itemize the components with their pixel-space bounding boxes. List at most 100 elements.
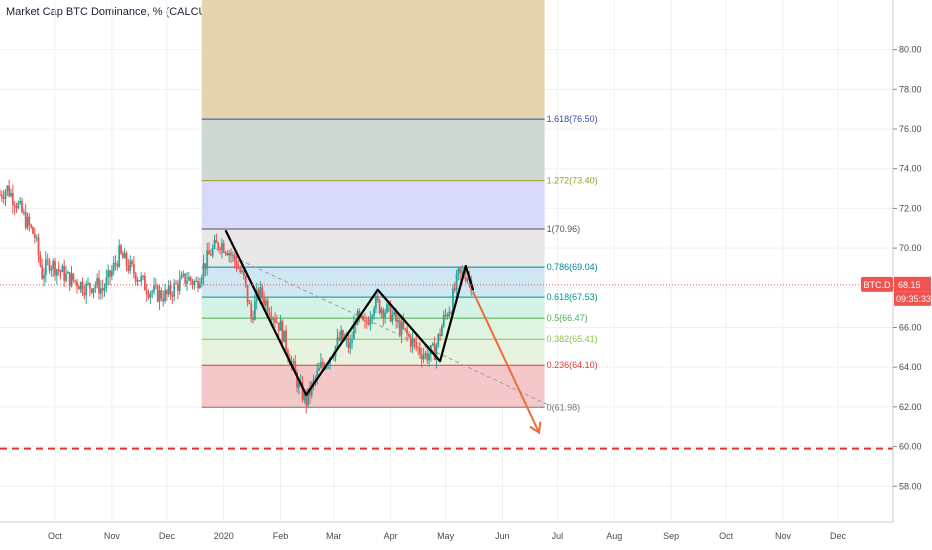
candle-body: [189, 277, 192, 281]
fib-band: [201, 297, 545, 319]
fib-band: [201, 119, 545, 181]
candle-body: [228, 252, 231, 256]
candle-body: [219, 248, 221, 251]
candle-body: [386, 304, 388, 313]
projection-arrow[interactable]: [472, 291, 542, 435]
candle-body: [411, 338, 414, 347]
candle-body: [193, 281, 196, 285]
candle-body: [452, 288, 454, 313]
x-tick-label: Aug: [606, 531, 622, 541]
candle-body: [270, 314, 273, 320]
candle-body: [444, 314, 447, 316]
candle-body: [162, 298, 165, 302]
candle-body: [220, 243, 223, 251]
candle-body: [37, 237, 40, 256]
candle-body: [88, 283, 91, 289]
candle-body: [105, 277, 108, 288]
fib-level-label: 0.236(64.10): [547, 360, 598, 370]
candle-body: [169, 285, 172, 295]
trend-line[interactable]: [214, 247, 549, 406]
candle-body: [248, 302, 251, 305]
candle-body: [167, 285, 170, 295]
candle-body: [127, 265, 130, 271]
candle-body: [112, 262, 115, 271]
candle-body: [70, 273, 73, 287]
candle-body: [235, 261, 238, 269]
candle-body: [358, 310, 361, 317]
candle-body: [233, 254, 236, 262]
candle-body: [99, 288, 102, 294]
candle-body: [439, 334, 441, 337]
candle-body: [132, 264, 135, 274]
x-tick-label: 2020: [214, 531, 234, 541]
fibonacci-retracement[interactable]: 0(61.98) 0.236(64.10) 0.382(65.41) 0.5(66.4…: [201, 0, 598, 412]
candle-body: [140, 276, 143, 282]
y-tick-label: 76.00: [899, 124, 922, 134]
candle-body: [92, 288, 95, 293]
candle-body: [354, 323, 357, 325]
candle-body: [364, 320, 366, 322]
candle-body: [319, 362, 322, 368]
candle-body: [59, 270, 62, 273]
candle-body: [85, 283, 88, 296]
fib-band: [201, 229, 545, 268]
candle-body: [448, 311, 451, 317]
candle-body: [389, 303, 392, 322]
candle-body: [17, 202, 20, 209]
candle-body: [0, 194, 3, 198]
candle-body: [4, 191, 7, 200]
candles: [0, 179, 474, 414]
candle-body: [472, 289, 474, 291]
candle-body: [114, 262, 117, 264]
candle-body: [158, 290, 161, 302]
candle-body: [376, 296, 379, 300]
candle-body: [417, 347, 419, 349]
fib-level-label: 0.5(66.47): [547, 313, 588, 323]
candle-body: [349, 342, 352, 348]
candle-body: [6, 185, 9, 192]
candle-body: [332, 356, 335, 359]
countdown-value: 09:35:33: [896, 294, 931, 304]
y-tick-label: 78.00: [899, 84, 922, 94]
candle-body: [226, 252, 229, 256]
candle-body: [378, 299, 381, 313]
x-tick-label: Oct: [719, 531, 734, 541]
candle-body: [281, 320, 284, 343]
candle-body: [72, 273, 75, 281]
candle-body: [149, 292, 152, 298]
support-line[interactable]: [0, 284, 893, 450]
candle-body: [90, 288, 93, 293]
candle-body: [81, 282, 84, 293]
candle-body: [204, 263, 207, 269]
candle-body: [164, 290, 166, 302]
candle-body: [26, 216, 29, 228]
candle-body: [371, 315, 374, 319]
y-tick-label: 66.00: [899, 322, 922, 332]
candle-body: [198, 283, 201, 289]
fib-level-label: 1.618(76.50): [547, 114, 598, 124]
candle-body: [178, 278, 181, 291]
candle-body: [277, 322, 280, 331]
pattern-line[interactable]: [224, 229, 475, 397]
candle-body: [264, 300, 267, 306]
candle-body: [308, 388, 311, 396]
candle-body: [455, 274, 458, 291]
candle-body: [397, 320, 399, 322]
candle-body: [180, 275, 183, 279]
candle-body: [398, 320, 401, 335]
candle-body: [369, 318, 372, 325]
candle-body: [176, 283, 179, 291]
candle-body: [338, 337, 341, 341]
candle-body: [360, 316, 363, 318]
candle-body: [145, 290, 148, 295]
candle-body: [307, 388, 309, 406]
candle-body: [96, 278, 99, 285]
candle-body: [171, 294, 174, 297]
x-tick-label: Jun: [495, 531, 510, 541]
candle-body: [391, 314, 394, 322]
candle-body: [8, 185, 11, 197]
candle-body: [110, 270, 113, 277]
candle-body: [134, 273, 137, 282]
candle-body: [409, 336, 412, 347]
